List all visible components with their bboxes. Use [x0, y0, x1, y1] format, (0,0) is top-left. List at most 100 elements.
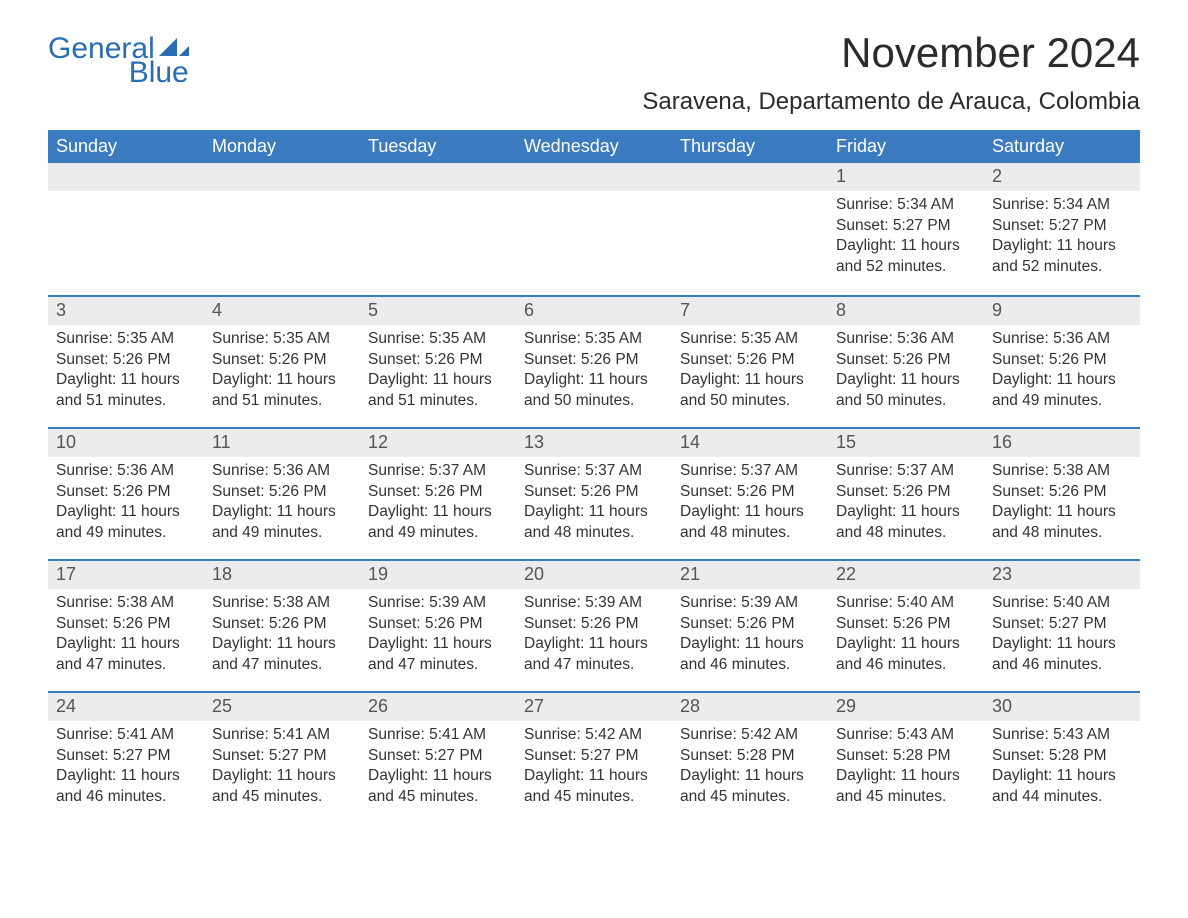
day-number: 30 [984, 691, 1140, 720]
weekday-header: Thursday [672, 130, 828, 163]
day-details: Sunrise: 5:36 AMSunset: 5:26 PMDaylight:… [984, 325, 1140, 417]
logo: General Blue [48, 34, 189, 88]
day-number: 3 [48, 295, 204, 324]
day-sunrise: Sunrise: 5:40 AM [836, 593, 976, 614]
day-details: Sunrise: 5:41 AMSunset: 5:27 PMDaylight:… [204, 721, 360, 813]
day-daylight1: Daylight: 11 hours [368, 766, 508, 787]
calendar-cell: 20Sunrise: 5:39 AMSunset: 5:26 PMDayligh… [516, 559, 672, 691]
day-daylight2: and 52 minutes. [992, 257, 1132, 278]
day-daylight2: and 51 minutes. [56, 391, 196, 412]
weekday-header: Wednesday [516, 130, 672, 163]
empty-day-bar [672, 163, 828, 191]
day-sunset: Sunset: 5:27 PM [212, 746, 352, 767]
day-daylight1: Daylight: 11 hours [836, 502, 976, 523]
calendar-cell: 18Sunrise: 5:38 AMSunset: 5:26 PMDayligh… [204, 559, 360, 691]
day-daylight1: Daylight: 11 hours [680, 634, 820, 655]
day-details: Sunrise: 5:37 AMSunset: 5:26 PMDaylight:… [828, 457, 984, 549]
calendar-cell: 6Sunrise: 5:35 AMSunset: 5:26 PMDaylight… [516, 295, 672, 427]
day-daylight1: Daylight: 11 hours [368, 502, 508, 523]
calendar-cell: 25Sunrise: 5:41 AMSunset: 5:27 PMDayligh… [204, 691, 360, 823]
day-sunset: Sunset: 5:26 PM [524, 482, 664, 503]
location-subtitle: Saravena, Departamento de Arauca, Colomb… [642, 88, 1140, 116]
day-details: Sunrise: 5:39 AMSunset: 5:26 PMDaylight:… [360, 589, 516, 681]
day-daylight2: and 47 minutes. [368, 655, 508, 676]
calendar-cell: 13Sunrise: 5:37 AMSunset: 5:26 PMDayligh… [516, 427, 672, 559]
day-daylight1: Daylight: 11 hours [56, 634, 196, 655]
empty-day-bar [204, 163, 360, 191]
calendar-cell: 4Sunrise: 5:35 AMSunset: 5:26 PMDaylight… [204, 295, 360, 427]
calendar-body: 1Sunrise: 5:34 AMSunset: 5:27 PMDaylight… [48, 163, 1140, 823]
calendar-table: Sunday Monday Tuesday Wednesday Thursday… [48, 130, 1140, 823]
day-sunset: Sunset: 5:26 PM [836, 614, 976, 635]
day-sunset: Sunset: 5:26 PM [56, 350, 196, 371]
day-details: Sunrise: 5:38 AMSunset: 5:26 PMDaylight:… [48, 589, 204, 681]
day-daylight2: and 49 minutes. [212, 523, 352, 544]
day-daylight1: Daylight: 11 hours [680, 766, 820, 787]
day-number: 18 [204, 559, 360, 588]
day-sunset: Sunset: 5:26 PM [992, 482, 1132, 503]
calendar-page: General Blue November 2024 Saravena, Dep… [0, 0, 1188, 863]
day-daylight1: Daylight: 11 hours [992, 634, 1132, 655]
calendar-cell: 27Sunrise: 5:42 AMSunset: 5:27 PMDayligh… [516, 691, 672, 823]
day-sunset: Sunset: 5:27 PM [524, 746, 664, 767]
day-daylight1: Daylight: 11 hours [836, 766, 976, 787]
day-number: 29 [828, 691, 984, 720]
day-daylight1: Daylight: 11 hours [212, 634, 352, 655]
calendar-cell [48, 163, 204, 295]
day-daylight1: Daylight: 11 hours [368, 370, 508, 391]
day-sunset: Sunset: 5:26 PM [524, 350, 664, 371]
day-daylight2: and 46 minutes. [836, 655, 976, 676]
calendar-cell: 3Sunrise: 5:35 AMSunset: 5:26 PMDaylight… [48, 295, 204, 427]
day-details: Sunrise: 5:39 AMSunset: 5:26 PMDaylight:… [672, 589, 828, 681]
calendar-row: 10Sunrise: 5:36 AMSunset: 5:26 PMDayligh… [48, 427, 1140, 559]
day-details: Sunrise: 5:37 AMSunset: 5:26 PMDaylight:… [516, 457, 672, 549]
day-sunset: Sunset: 5:26 PM [56, 482, 196, 503]
day-daylight2: and 46 minutes. [56, 787, 196, 808]
day-sunrise: Sunrise: 5:38 AM [56, 593, 196, 614]
calendar-cell: 21Sunrise: 5:39 AMSunset: 5:26 PMDayligh… [672, 559, 828, 691]
day-number: 27 [516, 691, 672, 720]
day-daylight1: Daylight: 11 hours [212, 766, 352, 787]
day-sunrise: Sunrise: 5:41 AM [368, 725, 508, 746]
day-details: Sunrise: 5:37 AMSunset: 5:26 PMDaylight:… [672, 457, 828, 549]
day-sunset: Sunset: 5:26 PM [212, 614, 352, 635]
day-daylight2: and 45 minutes. [368, 787, 508, 808]
day-number: 4 [204, 295, 360, 324]
day-daylight2: and 50 minutes. [836, 391, 976, 412]
calendar-row: 24Sunrise: 5:41 AMSunset: 5:27 PMDayligh… [48, 691, 1140, 823]
day-sunrise: Sunrise: 5:35 AM [212, 329, 352, 350]
day-number: 25 [204, 691, 360, 720]
day-details: Sunrise: 5:34 AMSunset: 5:27 PMDaylight:… [984, 191, 1140, 283]
day-details: Sunrise: 5:36 AMSunset: 5:26 PMDaylight:… [828, 325, 984, 417]
day-daylight1: Daylight: 11 hours [836, 370, 976, 391]
calendar-cell: 30Sunrise: 5:43 AMSunset: 5:28 PMDayligh… [984, 691, 1140, 823]
day-number: 20 [516, 559, 672, 588]
day-details: Sunrise: 5:36 AMSunset: 5:26 PMDaylight:… [204, 457, 360, 549]
day-number: 24 [48, 691, 204, 720]
day-daylight1: Daylight: 11 hours [56, 370, 196, 391]
day-sunrise: Sunrise: 5:36 AM [212, 461, 352, 482]
day-sunrise: Sunrise: 5:39 AM [680, 593, 820, 614]
day-sunset: Sunset: 5:26 PM [836, 350, 976, 371]
day-number: 26 [360, 691, 516, 720]
calendar-cell: 19Sunrise: 5:39 AMSunset: 5:26 PMDayligh… [360, 559, 516, 691]
day-daylight1: Daylight: 11 hours [836, 236, 976, 257]
calendar-cell: 26Sunrise: 5:41 AMSunset: 5:27 PMDayligh… [360, 691, 516, 823]
empty-day-bar [360, 163, 516, 191]
calendar-cell [672, 163, 828, 295]
day-sunrise: Sunrise: 5:35 AM [368, 329, 508, 350]
calendar-cell: 28Sunrise: 5:42 AMSunset: 5:28 PMDayligh… [672, 691, 828, 823]
day-daylight1: Daylight: 11 hours [680, 370, 820, 391]
day-daylight2: and 50 minutes. [524, 391, 664, 412]
day-number: 28 [672, 691, 828, 720]
calendar-row: 17Sunrise: 5:38 AMSunset: 5:26 PMDayligh… [48, 559, 1140, 691]
calendar-cell [516, 163, 672, 295]
day-daylight1: Daylight: 11 hours [368, 634, 508, 655]
day-daylight1: Daylight: 11 hours [524, 634, 664, 655]
day-daylight2: and 47 minutes. [56, 655, 196, 676]
day-details: Sunrise: 5:35 AMSunset: 5:26 PMDaylight:… [672, 325, 828, 417]
day-number: 9 [984, 295, 1140, 324]
calendar-cell: 29Sunrise: 5:43 AMSunset: 5:28 PMDayligh… [828, 691, 984, 823]
empty-day-bar [516, 163, 672, 191]
weekday-header: Tuesday [360, 130, 516, 163]
